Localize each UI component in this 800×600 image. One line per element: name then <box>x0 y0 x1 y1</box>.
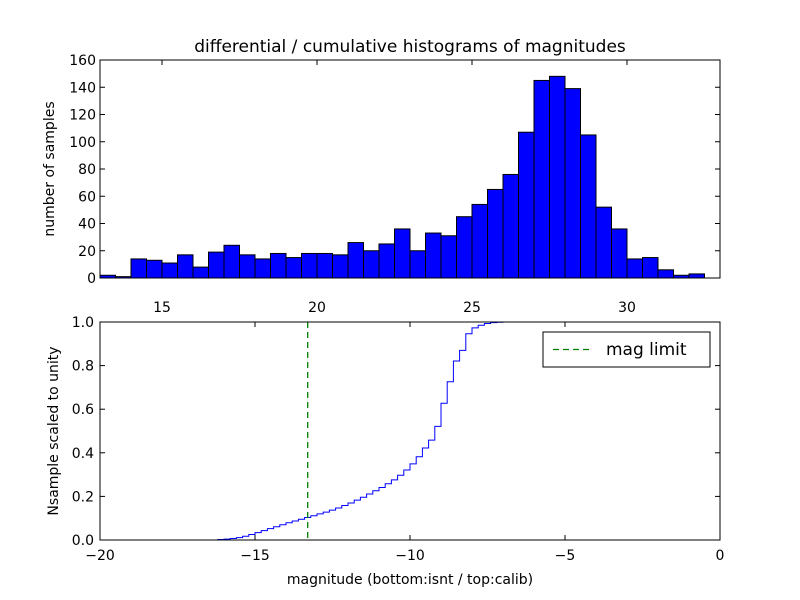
histogram-bar <box>161 262 178 279</box>
histogram-bar <box>177 254 194 279</box>
bottom-y-axis-label: Nsample scaled to unity <box>46 346 62 515</box>
histogram-bar <box>239 254 256 279</box>
y-tick-label: 100 <box>69 135 96 151</box>
y-tick-label: 40 <box>78 217 96 233</box>
y-tick-label: 20 <box>78 244 96 260</box>
histogram-bar <box>130 258 147 279</box>
histogram-bar <box>223 244 240 279</box>
histogram-bar <box>487 188 504 279</box>
histogram-bar <box>611 228 628 279</box>
y-tick-label: 0.8 <box>72 359 94 375</box>
top-y-axis-label: number of samples <box>42 101 58 236</box>
histogram-bar <box>502 173 519 279</box>
x-tick-label: −20 <box>85 548 115 564</box>
y-tick-label: 160 <box>69 53 96 69</box>
top-axes-frame <box>99 59 721 279</box>
y-tick-label: 1.0 <box>72 315 94 331</box>
histogram-bar <box>657 269 674 279</box>
histogram-bar <box>208 251 225 279</box>
histogram-bar <box>347 242 364 279</box>
histogram-bar <box>471 203 488 279</box>
bottom-x-axis-label: magnitude (bottom:isnt / top:calib) <box>287 572 533 588</box>
y-tick-label: 140 <box>69 80 96 96</box>
legend-label-mag-limit: mag limit <box>606 340 687 360</box>
histogram-bar <box>549 75 566 279</box>
histogram-bar <box>533 79 550 279</box>
histogram-bar <box>332 254 349 279</box>
y-tick-label: 0.4 <box>72 446 94 462</box>
histogram-bar <box>518 131 535 279</box>
y-tick-label: 120 <box>69 108 96 124</box>
histogram-bar <box>316 252 333 279</box>
y-tick-label: 0 <box>87 271 96 287</box>
histogram-bar <box>254 258 271 279</box>
chart-title: differential / cumulative histograms of … <box>194 37 626 57</box>
histogram-bar <box>580 134 597 279</box>
bottom-axes-frame <box>99 321 721 541</box>
cumulative-step-line <box>100 321 721 541</box>
histogram-bar <box>270 252 287 279</box>
histogram-bar <box>456 216 473 279</box>
histogram-bar <box>440 235 457 279</box>
histogram-bar <box>363 250 380 279</box>
histogram-bar <box>146 259 163 279</box>
x-tick-label: 30 <box>618 300 636 316</box>
top-axis-ticks: 15 20 25 30 0 20 40 60 80 100 120 140 160 <box>69 53 720 316</box>
y-tick-label: 0.2 <box>72 489 94 505</box>
x-tick-label: 20 <box>308 300 326 316</box>
histogram-bar <box>378 243 395 279</box>
histogram-bar <box>564 88 581 279</box>
x-tick-label: −5 <box>555 548 576 564</box>
y-tick-label: 0.0 <box>72 533 94 549</box>
histogram-bar <box>409 250 426 279</box>
histogram-bar <box>642 257 659 279</box>
histogram-bars <box>99 75 705 279</box>
x-tick-label: 15 <box>153 300 171 316</box>
x-tick-label: −10 <box>395 548 425 564</box>
histogram-bar <box>301 252 318 279</box>
legend: mag limit <box>542 331 711 368</box>
histogram-bar <box>394 228 411 279</box>
histogram-bar <box>425 232 442 279</box>
histogram-panel: differential / cumulative histograms of … <box>42 37 721 316</box>
y-tick-label: 80 <box>78 162 96 178</box>
histogram-bar <box>192 266 209 279</box>
histogram-bar <box>595 206 612 279</box>
cumulative-panel: −20 −15 −10 −5 0 0.0 0.2 0.4 0.6 0.8 1.0 magnitude… <box>46 315 724 588</box>
legend-box <box>542 331 711 368</box>
histogram-bar <box>626 258 643 279</box>
histogram-bar <box>688 273 705 279</box>
histogram-bar <box>285 257 302 279</box>
y-tick-label: 60 <box>78 189 96 205</box>
x-tick-label: 25 <box>463 300 481 316</box>
x-tick-label: −15 <box>240 548 270 564</box>
y-tick-label: 0.6 <box>72 402 94 418</box>
x-tick-label: 0 <box>716 548 725 564</box>
